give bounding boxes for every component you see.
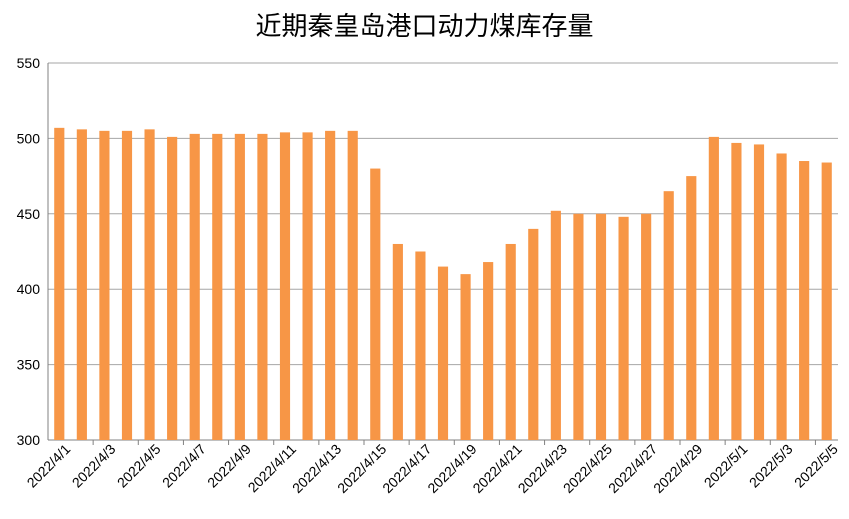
y-tick-label: 400	[17, 281, 41, 297]
bar	[618, 216, 629, 440]
bar	[821, 162, 832, 440]
bar	[302, 132, 313, 441]
bar	[189, 133, 200, 440]
bar	[595, 213, 607, 440]
bar	[550, 210, 561, 440]
bar	[279, 132, 291, 441]
x-tick-label: 2022/5/5	[791, 441, 841, 491]
x-tick-label: 2022/4/7	[159, 441, 209, 491]
chart-title: 近期秦皇岛港口动力煤库存量	[255, 12, 594, 42]
x-tick-label: 2022/4/5	[114, 441, 164, 491]
bar	[776, 153, 787, 441]
bar	[325, 130, 336, 441]
bar	[234, 133, 245, 440]
bar	[483, 262, 494, 440]
bar	[167, 136, 178, 440]
bar	[505, 243, 516, 440]
bar	[460, 274, 471, 440]
bar	[799, 161, 810, 440]
bar	[731, 142, 742, 440]
x-tick-label: 2022/4/3	[69, 441, 119, 491]
y-tick-label: 350	[17, 357, 41, 373]
bar	[257, 133, 268, 440]
bar	[753, 144, 765, 440]
bar	[641, 213, 652, 440]
bar	[573, 213, 584, 440]
bar	[415, 251, 426, 440]
bar	[686, 176, 697, 440]
bars	[54, 127, 832, 441]
bar	[99, 130, 110, 441]
bar	[437, 266, 449, 440]
y-tick-label: 300	[17, 432, 41, 448]
bar	[76, 129, 87, 441]
bar	[392, 243, 403, 440]
y-tick-labels: 300 350 400 450 500 550	[17, 55, 41, 448]
bar	[528, 228, 539, 440]
x-tick-labels: 2022/4/12022/4/32022/4/52022/4/72022/4/9…	[24, 441, 841, 497]
bar	[121, 130, 133, 441]
x-tick-label: 2022/4/29	[650, 441, 706, 497]
bar	[663, 191, 674, 440]
x-tick-label: 2022/5/1	[701, 441, 751, 491]
bar	[347, 130, 358, 441]
y-tick-label: 450	[17, 206, 41, 222]
bar	[370, 168, 381, 440]
bar	[708, 136, 719, 440]
x-tick-label: 2022/5/3	[746, 441, 796, 491]
bar	[54, 127, 65, 441]
x-tick-label: 2022/4/1	[24, 441, 74, 491]
y-tick-label: 500	[17, 130, 41, 146]
bar	[144, 129, 155, 441]
bar	[212, 133, 223, 440]
y-tick-label: 550	[17, 55, 41, 71]
